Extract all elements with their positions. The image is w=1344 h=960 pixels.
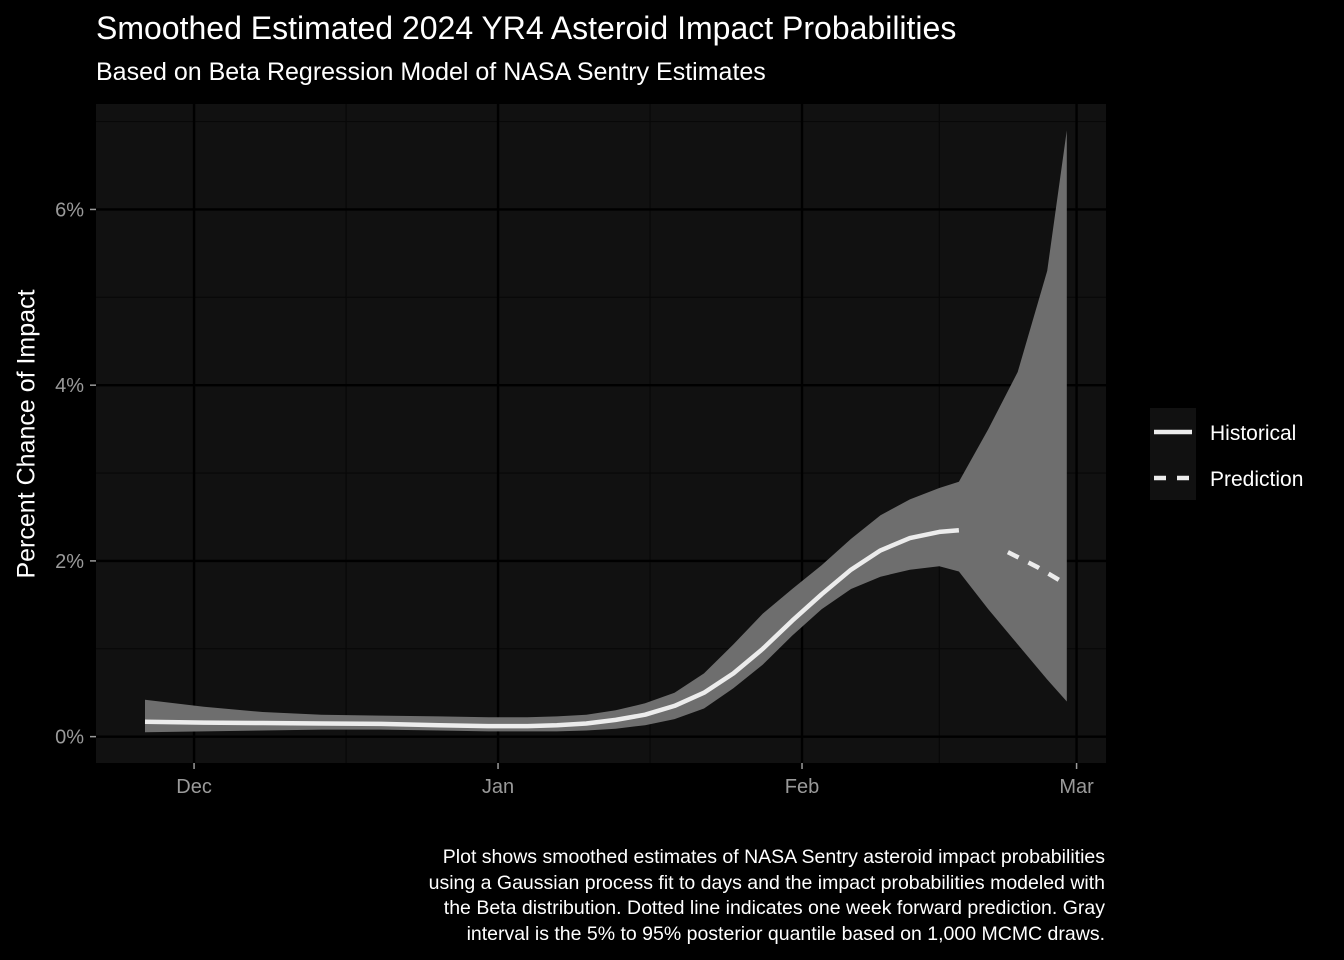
y-tick-label: 6% bbox=[55, 199, 84, 221]
caption-line: the Beta distribution. Dotted line indic… bbox=[443, 897, 1105, 919]
chart-subtitle: Based on Beta Regression Model of NASA S… bbox=[96, 58, 766, 86]
legend-label-prediction: Prediction bbox=[1210, 468, 1303, 491]
legend-label-historical: Historical bbox=[1210, 422, 1296, 445]
caption-line: using a Gaussian process fit to days and… bbox=[428, 871, 1105, 894]
chart-caption: Plot shows smoothed estimates of NASA Se… bbox=[205, 845, 1105, 947]
y-tick-label: 0% bbox=[55, 727, 84, 749]
y-tick-label: 4% bbox=[55, 375, 84, 397]
prediction-line bbox=[1006, 550, 1068, 587]
historical-line bbox=[144, 527, 960, 729]
legend: Historical Prediction bbox=[1150, 408, 1303, 500]
x-tick-label: Dec bbox=[176, 776, 212, 798]
x-tick-label: Jan bbox=[482, 776, 514, 798]
y-tick-label: 2% bbox=[55, 551, 84, 573]
x-axis-ticks: Dec Jan Feb Mar bbox=[176, 763, 1094, 798]
chart-title: Smoothed Estimated 2024 YR4 Asteroid Imp… bbox=[96, 10, 957, 46]
caption-line: interval is the 5% to 95% posterior quan… bbox=[466, 922, 1105, 945]
x-tick-label: Mar bbox=[1059, 776, 1094, 798]
y-axis-ticks: 0% 2% 4% 6% bbox=[55, 199, 96, 749]
plot-panel bbox=[96, 104, 1106, 763]
caption-line: Plot shows smoothed estimates of NASA Se… bbox=[442, 846, 1105, 868]
minor-gridlines bbox=[96, 104, 1106, 763]
x-tick-label: Feb bbox=[785, 776, 819, 798]
legend-background bbox=[1150, 408, 1196, 500]
